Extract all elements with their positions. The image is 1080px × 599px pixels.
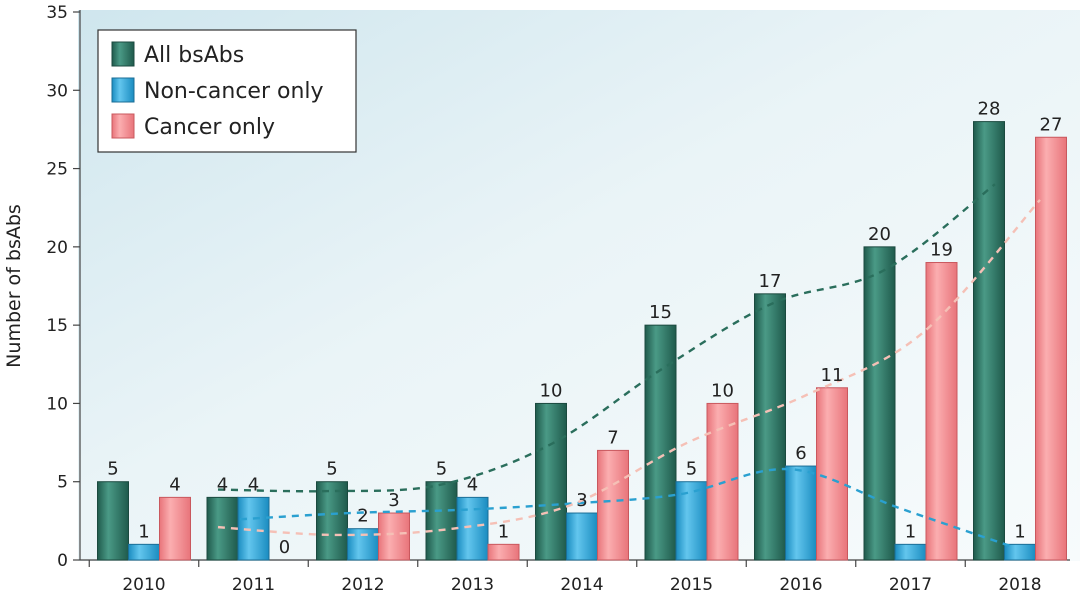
data-label: 0 [279,537,290,558]
data-label: 5 [686,459,697,480]
trend-lines [217,183,1041,548]
bar-all-bsabs-2013 [425,481,458,561]
data-label: 7 [607,427,618,448]
legend-swatch [111,113,135,139]
legend-swatch [111,41,135,67]
y-tick-label: 35 [46,3,68,23]
y-tick-label: 20 [46,238,68,258]
data-label: 5 [436,459,447,480]
x-tick-label: 2014 [560,575,603,595]
y-tick-label: 0 [57,551,68,571]
x-tick-label: 2011 [232,575,275,595]
legend-swatch [111,77,135,103]
legend-label: Non-cancer only [144,79,324,104]
bar-non-cancer-only-2011 [237,496,270,561]
bar-non-cancer-only-2010 [128,543,160,561]
trend-line-non-cancer-only [239,467,1011,548]
bar-non-cancer-only-2016 [785,465,817,561]
bar-cancer-only-2018 [1035,136,1067,561]
x-tick-label: 2018 [998,575,1041,595]
data-label: 1 [138,521,149,542]
data-label: 3 [576,490,587,511]
data-label: 5 [107,459,118,480]
trend-line-all-bsabs [217,183,996,493]
data-label: 1 [1014,521,1025,542]
data-label: 20 [868,224,891,245]
bar-cancer-only-2017 [925,262,958,561]
bar-cancer-only-2016 [816,387,848,561]
bar-all-bsabs-2012 [316,481,348,561]
bar-non-cancer-only-2017 [894,543,927,561]
bar-all-bsabs-2017 [863,246,896,561]
bar-cancer-only-2012 [378,512,410,561]
bar-non-cancer-only-2015 [675,481,708,561]
legend: All bsAbs Non-cancer only Cancer only [97,29,357,153]
bar-cancer-only-2014 [597,449,629,561]
bar-all-bsabs-2018 [973,121,1005,561]
bar-cancer-only-2013 [487,543,520,561]
x-tick-label: 2017 [889,575,932,595]
y-tick-label: 30 [46,81,68,101]
data-label: 17 [759,271,782,292]
data-label: 4 [248,474,259,495]
bar-non-cancer-only-2014 [566,512,598,561]
legend-box [97,29,357,153]
bar-non-cancer-only-2018 [1004,543,1036,561]
data-label: 4 [467,474,478,495]
data-label: 4 [217,474,228,495]
legend-label: Cancer only [144,115,275,140]
data-label: 6 [795,443,806,464]
data-label: 10 [540,380,563,401]
data-label: 19 [930,240,953,261]
data-label: 27 [1040,114,1063,135]
x-tick-label: 2015 [670,575,713,595]
data-label: 28 [978,99,1001,120]
y-tick-label: 5 [57,473,68,493]
x-tick-label: 2012 [341,575,384,595]
y-axis-title: Number of bsAbs [3,204,25,368]
data-label: 1 [498,521,509,542]
data-label: 15 [649,302,672,323]
bar-non-cancer-only-2013 [456,496,489,561]
x-tick-label: 2016 [779,575,822,595]
data-label: 2 [357,506,368,527]
data-label: 5 [326,459,337,480]
y-tick-label: 15 [46,316,68,336]
bar-cancer-only-2010 [159,496,191,561]
bar-all-bsabs-2015 [644,324,677,561]
y-tick-label: 25 [46,160,68,180]
legend-label: All bsAbs [144,43,244,68]
y-tick-label: 10 [46,394,68,414]
bar-all-bsabs-2016 [754,293,786,561]
bar-all-bsabs-2014 [535,402,567,561]
data-label: 10 [711,380,734,401]
x-tick-label: 2013 [451,575,494,595]
x-tick-label: 2010 [122,575,165,595]
data-label: 4 [169,474,180,495]
data-label: 1 [905,521,916,542]
data-label: 11 [821,365,844,386]
bar-all-bsabs-2010 [97,481,129,561]
data-label: 3 [388,490,399,511]
